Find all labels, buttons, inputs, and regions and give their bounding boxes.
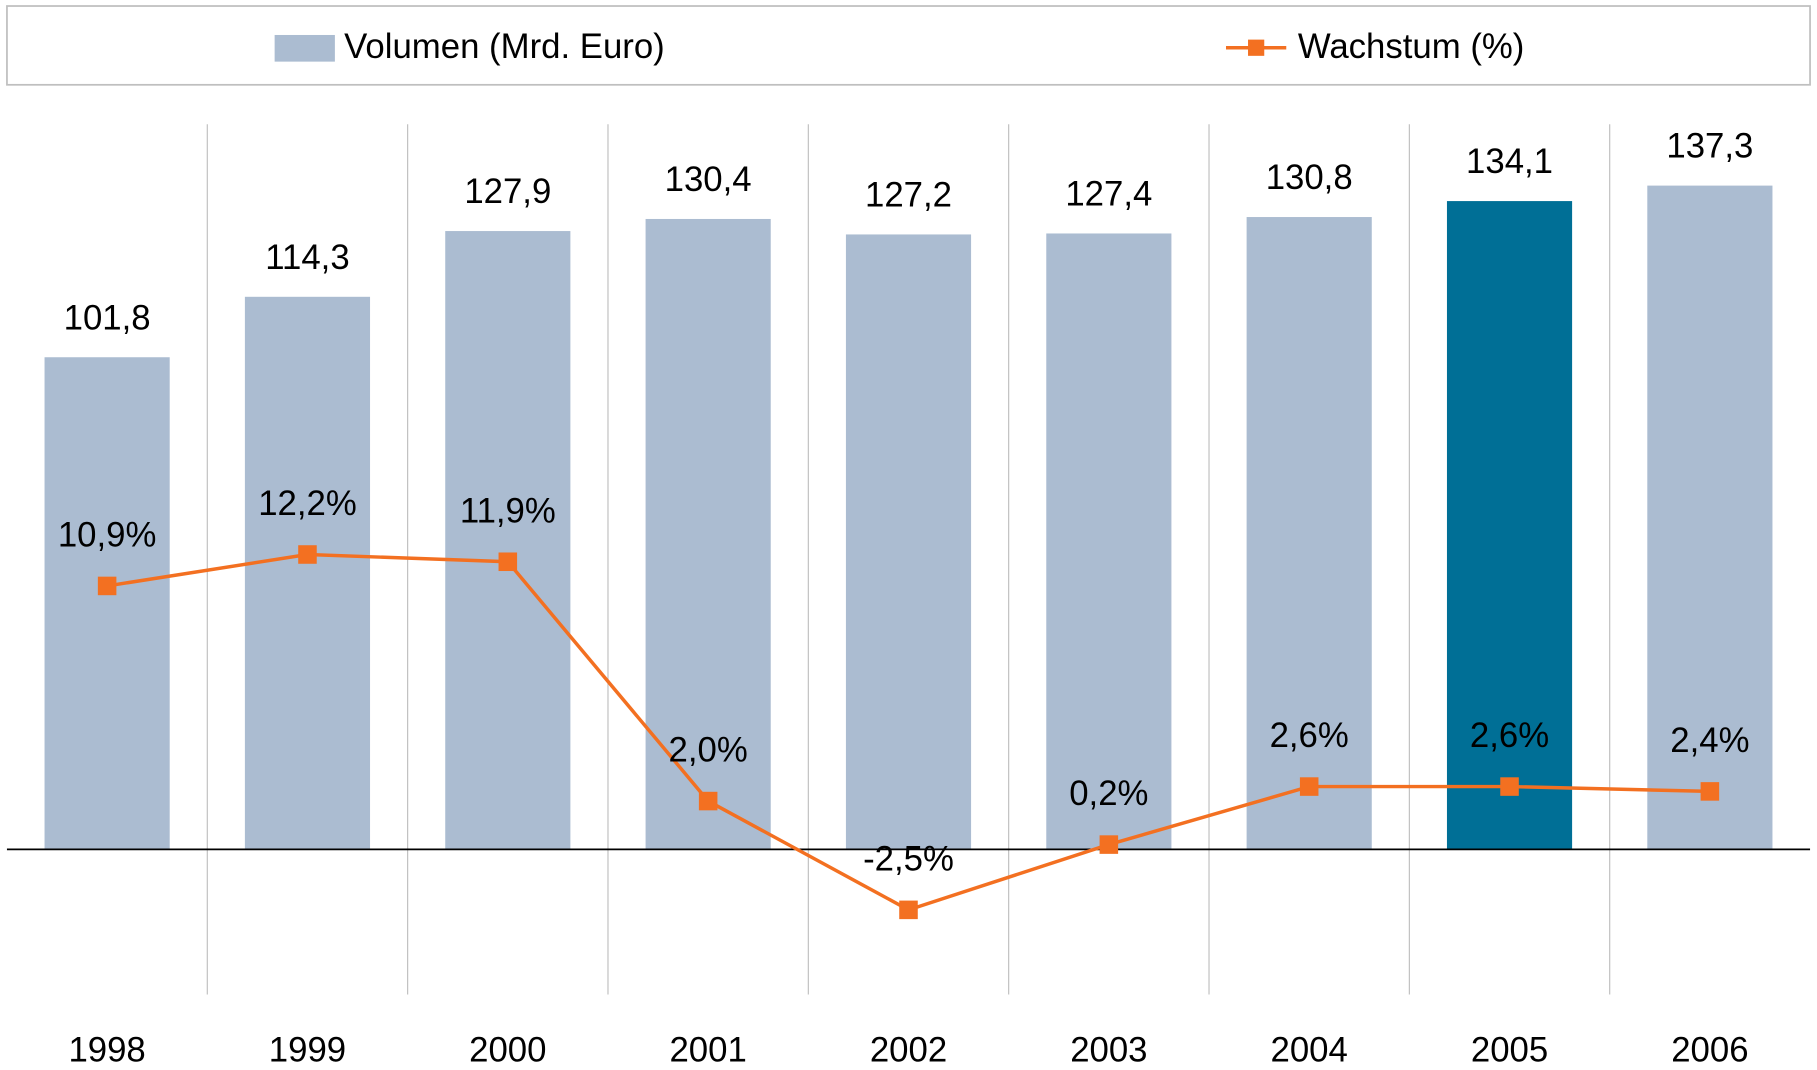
line-value-label: -2,5% bbox=[863, 840, 954, 878]
x-tick-label: 2003 bbox=[1070, 1032, 1147, 1070]
x-tick-label: 1999 bbox=[269, 1032, 346, 1070]
line-value-label: 11,9% bbox=[460, 492, 556, 530]
bar-value-label: 127,2 bbox=[865, 177, 952, 215]
line-marker bbox=[298, 545, 317, 564]
bar-value-label: 127,9 bbox=[464, 173, 551, 211]
bar bbox=[244, 296, 371, 850]
bar-value-label: 130,8 bbox=[1266, 159, 1353, 197]
bar-value-label: 127,4 bbox=[1065, 176, 1152, 214]
bar bbox=[1446, 201, 1573, 850]
legend-label: Wachstum (%) bbox=[1298, 28, 1525, 66]
bar-value-label: 134,1 bbox=[1466, 143, 1553, 181]
legend-swatch bbox=[274, 34, 335, 62]
line-marker bbox=[1500, 777, 1519, 796]
line-marker bbox=[498, 552, 518, 572]
line-value-label: 2,6% bbox=[1270, 717, 1349, 755]
x-tick-label: 2000 bbox=[469, 1032, 546, 1070]
legend-label: Volumen (Mrd. Euro) bbox=[344, 28, 665, 66]
line-value-label: 12,2% bbox=[258, 485, 357, 523]
bar-value-label: 101,8 bbox=[64, 299, 151, 337]
line-marker bbox=[1299, 777, 1319, 796]
bar bbox=[1046, 233, 1172, 850]
line-value-label: 2,4% bbox=[1670, 722, 1749, 760]
bar bbox=[845, 234, 972, 850]
line-value-label: 2,0% bbox=[669, 732, 748, 770]
line-marker bbox=[1700, 782, 1720, 801]
x-tick-label: 2004 bbox=[1271, 1032, 1348, 1070]
bar bbox=[1246, 217, 1372, 850]
line-marker bbox=[1099, 835, 1119, 854]
line-value-label: 0,2% bbox=[1069, 775, 1148, 813]
bar-value-label: 114,3 bbox=[265, 239, 349, 277]
x-tick-label: 2005 bbox=[1471, 1032, 1548, 1070]
x-tick-label: 2002 bbox=[870, 1032, 947, 1070]
bar bbox=[645, 218, 771, 850]
bar-value-label: 130,4 bbox=[665, 161, 752, 199]
x-tick-label: 2006 bbox=[1671, 1032, 1748, 1070]
bar-value-label: 137,3 bbox=[1666, 128, 1753, 166]
line-marker bbox=[899, 900, 918, 920]
line-marker bbox=[698, 791, 718, 811]
x-tick-label: 2001 bbox=[669, 1032, 746, 1070]
x-tick-label: 1998 bbox=[68, 1032, 145, 1070]
bar bbox=[1647, 185, 1773, 850]
bar bbox=[445, 231, 571, 850]
bar bbox=[44, 357, 170, 850]
line-value-label: 10,9% bbox=[58, 516, 157, 554]
line-value-label: 2,6% bbox=[1470, 717, 1549, 755]
line-marker bbox=[97, 576, 117, 596]
legend-marker bbox=[1248, 39, 1265, 56]
